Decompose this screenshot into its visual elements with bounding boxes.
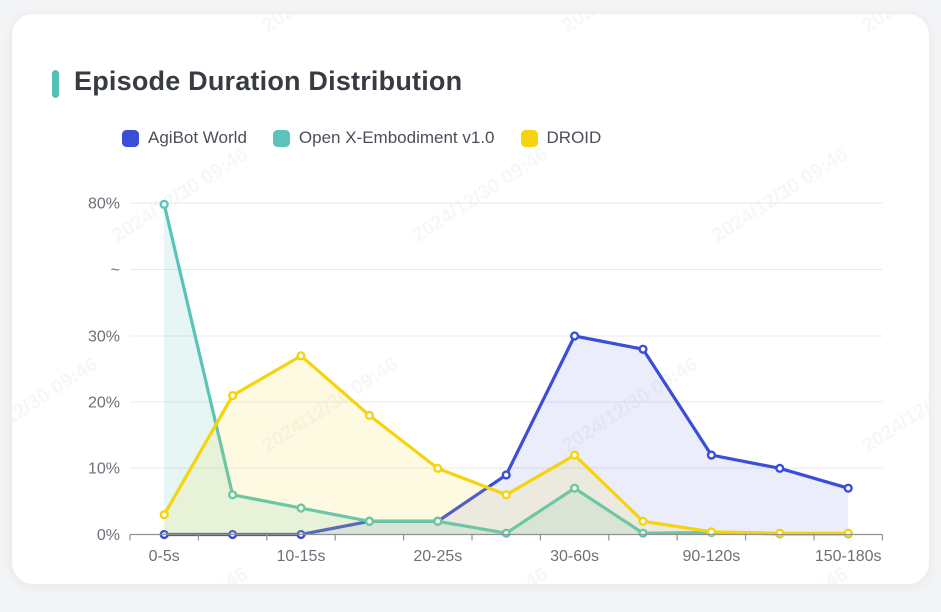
data-point-marker <box>433 463 443 473</box>
data-point-marker <box>364 516 375 526</box>
data-point-marker <box>159 510 169 520</box>
data-point-marker <box>159 199 169 209</box>
legend-swatch <box>122 129 139 147</box>
data-point-marker <box>706 527 717 537</box>
data-point-marker <box>569 331 580 341</box>
data-point-marker <box>296 503 306 513</box>
data-point-marker <box>843 483 853 493</box>
chart-card: 2024/12/30 09:46 2024/12/30 09:46 2024/12/… <box>11 13 930 585</box>
y-axis-labels: 0% 10% 20% 30% ~80% <box>88 196 120 545</box>
y-axis-tick-label: ~ <box>111 262 120 279</box>
series-layer <box>159 199 853 540</box>
series-area <box>164 355 849 535</box>
legend-swatch <box>272 129 290 147</box>
data-point-marker <box>433 516 443 526</box>
data-point-marker <box>501 490 511 500</box>
y-axis-tick-label: 80% <box>88 196 120 213</box>
series-droid <box>159 351 853 538</box>
legend-item-droid[interactable]: DROID <box>520 128 602 148</box>
legend-label: DROID <box>546 128 602 147</box>
data-point-marker <box>296 351 306 361</box>
legend-item-agibot-world[interactable]: AgiBot World <box>122 128 247 148</box>
y-axis-tick-label: 20% <box>88 395 120 412</box>
data-point-marker <box>775 463 785 473</box>
x-axis <box>129 533 884 541</box>
x-axis-tick-label: 10-15s <box>277 548 326 565</box>
data-point-marker <box>228 490 238 500</box>
page-title: Episode Duration Distribution <box>74 66 463 96</box>
data-point-marker <box>775 528 785 538</box>
series-area <box>164 204 849 535</box>
data-point-marker <box>569 483 580 493</box>
gridlines <box>130 202 883 469</box>
data-point-marker <box>638 344 648 354</box>
data-point-marker <box>569 450 580 460</box>
y-axis-tick-label: 10% <box>88 461 120 478</box>
x-axis-labels: 0-5s 10-15s 20-25s 30-60s 90-120s 150-180s <box>149 548 882 565</box>
title-accent-bar <box>52 70 59 98</box>
chart-legend: AgiBot World Open X-Embodiment v1.0 DROID <box>122 128 601 148</box>
series-area <box>164 336 849 535</box>
legend-label: AgiBot World <box>148 128 247 147</box>
legend-label: Open X-Embodiment v1.0 <box>298 128 495 147</box>
data-point-marker <box>706 450 717 460</box>
legend-item-open-x-embodiment-v1-0[interactable]: Open X-Embodiment v1.0 <box>272 128 495 148</box>
x-axis-tick-label: 90-120s <box>682 548 740 565</box>
y-axis-tick-label: 0% <box>97 527 120 544</box>
x-axis-tick-label: 20-25s <box>413 548 462 565</box>
x-axis-tick-label: 150-180s <box>815 548 882 565</box>
legend-swatch <box>520 129 538 147</box>
x-axis-tick-label: 30-60s <box>550 548 599 565</box>
y-axis-tick-label: 30% <box>88 329 120 346</box>
data-point-marker <box>501 470 511 480</box>
x-axis-tick-label: 0-5s <box>149 548 180 565</box>
data-point-marker <box>638 516 648 526</box>
chart-canvas: 0% 10% 20% 30% ~80% 0-5s 10-15s 20-25s 30-60s 90-… <box>88 196 884 565</box>
data-point-marker <box>228 390 238 401</box>
data-point-marker <box>843 528 853 538</box>
data-point-marker <box>364 410 375 421</box>
